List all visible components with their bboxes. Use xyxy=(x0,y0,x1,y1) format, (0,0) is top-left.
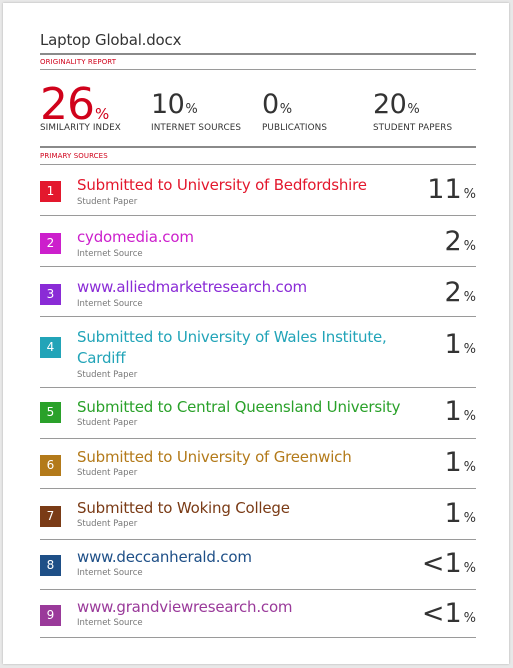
source-type: Internet Source xyxy=(77,568,143,578)
source-name[interactable]: Submitted to Woking College xyxy=(77,499,290,517)
source-type: Student Paper xyxy=(77,519,138,529)
source-percent: 1 xyxy=(444,498,462,529)
row-divider xyxy=(40,438,476,439)
title-divider xyxy=(40,53,476,55)
student-papers-unit: % xyxy=(407,102,420,117)
source-name[interactable]: Submitted to University of Wales Institu… xyxy=(77,328,387,367)
originality-report-label: ORIGINALITY REPORT xyxy=(40,58,117,66)
row-divider xyxy=(40,387,476,388)
source-percent-unit: % xyxy=(463,561,476,576)
source-percent-unit: % xyxy=(463,290,476,305)
internet-sources-unit: % xyxy=(185,102,198,117)
row-divider xyxy=(40,316,476,317)
row-divider xyxy=(40,539,476,540)
source-rank-badge: 1 xyxy=(40,181,61,202)
source-rank-badge: 8 xyxy=(40,555,61,576)
metrics-divider xyxy=(40,146,476,148)
source-rank-badge: 6 xyxy=(40,455,61,476)
source-percent: 11 xyxy=(427,174,462,205)
row-divider xyxy=(40,488,476,489)
source-type: Student Paper xyxy=(77,418,138,428)
internet-sources-label: INTERNET SOURCES xyxy=(151,123,242,133)
source-type: Student Paper xyxy=(77,197,138,207)
source-type: Internet Source xyxy=(77,618,143,628)
source-rank-badge: 5 xyxy=(40,402,61,423)
source-percent: 2 xyxy=(444,226,462,257)
source-name[interactable]: Submitted to Central Queensland Universi… xyxy=(77,398,401,416)
source-percent-unit: % xyxy=(463,239,476,254)
row-divider xyxy=(40,266,476,267)
source-rank-badge: 4 xyxy=(40,337,61,358)
source-rank-badge: 7 xyxy=(40,506,61,527)
source-type: Internet Source xyxy=(77,299,143,309)
source-rank-badge: 9 xyxy=(40,605,61,626)
source-percent-unit: % xyxy=(463,342,476,357)
source-name[interactable]: www.grandviewresearch.com xyxy=(77,598,293,616)
source-percent-unit: % xyxy=(463,187,476,202)
source-percent-unit: % xyxy=(463,511,476,526)
source-name[interactable]: Submitted to University of Greenwich xyxy=(77,448,352,466)
similarity-index-unit: % xyxy=(95,105,110,123)
source-rank-badge: 3 xyxy=(40,284,61,305)
source-type: Student Paper xyxy=(77,370,138,380)
similarity-index-label: SIMILARITY INDEX xyxy=(40,123,121,133)
source-percent: 1 xyxy=(444,447,462,478)
primary-sources-label: PRIMARY SOURCES xyxy=(40,152,108,160)
source-name[interactable]: www.deccanherald.com xyxy=(77,548,252,566)
source-percent: 2 xyxy=(444,277,462,308)
source-name[interactable]: cydomedia.com xyxy=(77,228,194,246)
publications-unit: % xyxy=(279,102,293,117)
originality-divider xyxy=(40,69,476,70)
source-name[interactable]: Submitted to University of Bedfordshire xyxy=(77,176,367,194)
publications-value: 0 xyxy=(262,89,279,120)
source-percent: 1 xyxy=(444,396,462,427)
source-type: Internet Source xyxy=(77,249,143,259)
document-title: Laptop Global.docx xyxy=(40,31,182,49)
similarity-index-value: 26 xyxy=(40,79,95,130)
publications-label: PUBLICATIONS xyxy=(262,123,328,133)
row-divider xyxy=(40,215,476,216)
internet-sources-value: 10 xyxy=(151,89,185,120)
row-divider xyxy=(40,637,476,638)
source-percent-unit: % xyxy=(463,409,476,424)
report-page: Laptop Global.docx ORIGINALITY REPORT 26… xyxy=(3,3,509,664)
source-percent-unit: % xyxy=(463,611,476,626)
source-percent: <1 xyxy=(421,548,462,579)
source-percent-unit: % xyxy=(463,460,476,475)
row-divider xyxy=(40,589,476,590)
source-name[interactable]: www.alliedmarketresearch.com xyxy=(77,278,307,296)
student-papers-label: STUDENT PAPERS xyxy=(373,123,453,133)
source-type: Student Paper xyxy=(77,468,138,478)
source-percent: <1 xyxy=(421,598,462,629)
primary-sources-divider xyxy=(40,164,476,165)
student-papers-value: 20 xyxy=(373,89,407,120)
source-percent: 1 xyxy=(444,329,462,360)
source-rank-badge: 2 xyxy=(40,233,61,254)
